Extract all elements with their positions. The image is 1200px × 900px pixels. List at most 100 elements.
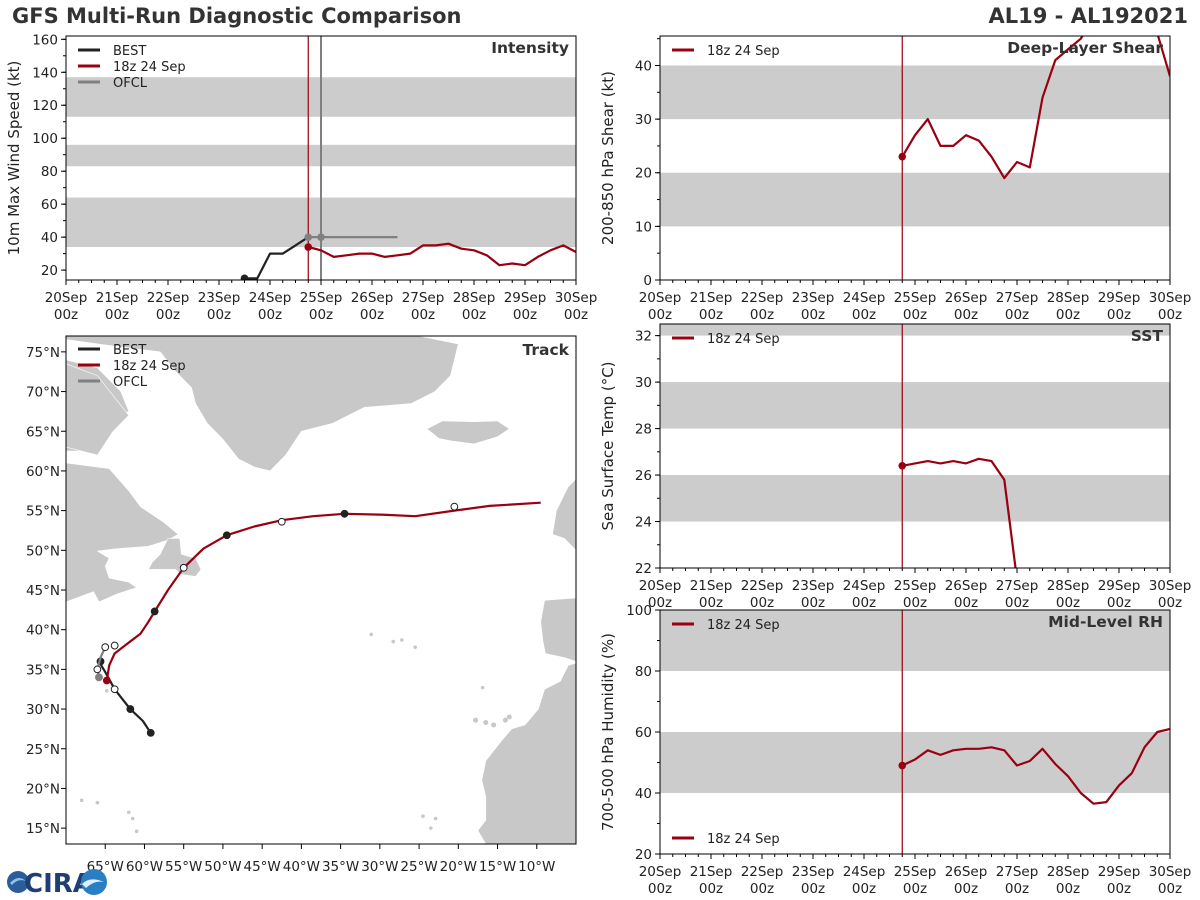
atlantic-island-land [429,826,433,830]
shear-xtick-hour: 00z [1056,307,1080,323]
track-ytick-label: 65°N [26,424,60,440]
track-legend-label-ofcl: OFCL [113,375,148,390]
rh-xtick-hour: 00z [1158,881,1182,897]
intensity-init-marker-gfs [304,243,313,251]
shear-ytick-label: 10 [635,219,652,235]
intensity-legend-label-gfs: 18z 24 Sep [113,60,186,75]
shear-xtick-day: 29Sep [1098,290,1141,306]
shear-plot-area [660,36,1170,280]
sst-xtick-day: 23Sep [792,578,835,594]
shear-xtick-hour: 00z [1158,307,1182,323]
sst-xtick-day: 22Sep [741,578,784,594]
track-marker-gfs [340,509,349,518]
intensity-xtick-day: 26Sep [351,290,394,306]
rh-xtick-day: 25Sep [894,864,937,880]
track-ytick-label: 70°N [26,385,60,401]
rh-series-gfs [901,727,1170,805]
shear-xtick-day: 20Sep [639,290,682,306]
intensity-legend-label-ofcl: OFCL [113,76,148,91]
rh-xtick-day: 22Sep [741,864,784,880]
rh-ytick-label: 60 [635,725,652,741]
rh-panel: 2040608010020Sep00z21Sep00z22Sep00z23Sep… [599,603,1191,897]
track-ytick-label: 35°N [26,662,60,678]
sst-ytick-label: 28 [635,422,652,438]
intensity-xtick-hour: 00z [360,307,384,323]
intensity-xtick-day: 21Sep [96,290,139,306]
track-marker-gfs [179,563,188,572]
track-xtick-label: 45°W [244,859,281,875]
intensity-ytick-label: 80 [41,164,58,180]
shear-xtick-day: 25Sep [894,290,937,306]
shear-xtick-hour: 00z [648,307,672,323]
sst-threshold-band [660,475,1170,522]
azores-island-land [413,645,417,649]
rh-xtick-hour: 00z [852,881,876,897]
atlantic-island-land [480,685,485,690]
rh-ylabel: 700-500 hPa Humidity (%) [599,633,617,831]
africa-land [477,662,576,844]
caribbean-island-land [126,810,131,815]
rh-ytick-label: 40 [635,786,652,802]
rh-xtick-hour: 00z [648,881,672,897]
track-panel-title: Track [523,341,570,359]
shear-xtick-day: 30Sep [1149,290,1192,306]
sst-xtick-day: 26Sep [945,578,988,594]
track-xtick-label: 40°W [283,859,320,875]
rh-xtick-day: 28Sep [1047,864,1090,880]
sst-plot-area [660,324,1170,568]
sst-xtick-day: 21Sep [690,578,733,594]
sst-ytick-label: 32 [635,329,652,345]
caribbean-island-land [105,689,109,693]
rh-xtick-day: 29Sep [1098,864,1141,880]
track-legend-label-best: BEST [113,343,146,358]
intensity-init-marker-ofcl [304,233,313,241]
intensity-series-gfs [308,242,576,267]
shear-xtick-day: 26Sep [945,290,988,306]
sst-xtick-day: 29Sep [1098,578,1141,594]
track-map-area [66,336,576,844]
rh-panel-title: Mid-Level RH [1048,613,1163,631]
intensity-ofcl-marker [317,233,325,241]
sst-xtick-day: 25Sep [894,578,937,594]
sst-panel-title: SST [1131,327,1164,345]
sst-xtick-hour: 00z [1158,595,1182,611]
intensity-xtick-hour: 00z [309,307,333,323]
sst-xtick-day: 20Sep [639,578,682,594]
rh-xtick-hour: 00z [1107,881,1131,897]
track-marker-gfs [222,531,231,540]
rh-ytick-label: 80 [635,664,652,680]
intensity-ytick-label: 140 [32,65,58,81]
shear-xtick-hour: 00z [852,307,876,323]
intensity-xtick-day: 24Sep [249,290,292,306]
canary-island-land [483,720,489,726]
cira-logo: CIRA [7,869,107,898]
sst-ytick-label: 26 [635,468,652,484]
intensity-xtick-day: 27Sep [402,290,445,306]
canary-island-land [491,722,497,728]
track-marker-best [146,728,155,737]
track-xtick-label: 60°W [126,859,163,875]
track-xtick-label: 55°W [165,859,202,875]
rh-ytick-label: 20 [635,847,652,863]
intensity-xtick-day: 23Sep [198,290,241,306]
atlantic-island-land [421,814,425,819]
track-marker-ofcl [95,673,103,682]
track-ytick-label: 75°N [26,345,60,361]
shear-panel: 01020304020Sep00z21Sep00z22Sep00z23Sep00… [599,35,1192,323]
shear-threshold-band [660,172,1170,227]
sst-xtick-hour: 00z [801,595,825,611]
intensity-legend-label-best: BEST [113,44,146,59]
intensity-xtick-hour: 00z [207,307,231,323]
intensity-panel-title: Intensity [491,39,569,57]
intensity-xtick-hour: 00z [105,307,129,323]
intensity-xtick-day: 22Sep [147,290,190,306]
cira-logo-wave-icon [82,879,104,888]
shear-ytick-label: 20 [635,166,652,182]
rh-legend-label-top: 18z 24 Sep [707,618,780,633]
shear-threshold-band [660,65,1170,120]
storm-id: AL19 - AL192021 [988,4,1189,28]
track-legend-label-gfs: 18z 24 Sep [113,359,186,374]
intensity-ytick-label: 120 [32,98,58,114]
track-line-ofcl [96,646,107,678]
intensity-xtick-hour: 00z [462,307,486,323]
